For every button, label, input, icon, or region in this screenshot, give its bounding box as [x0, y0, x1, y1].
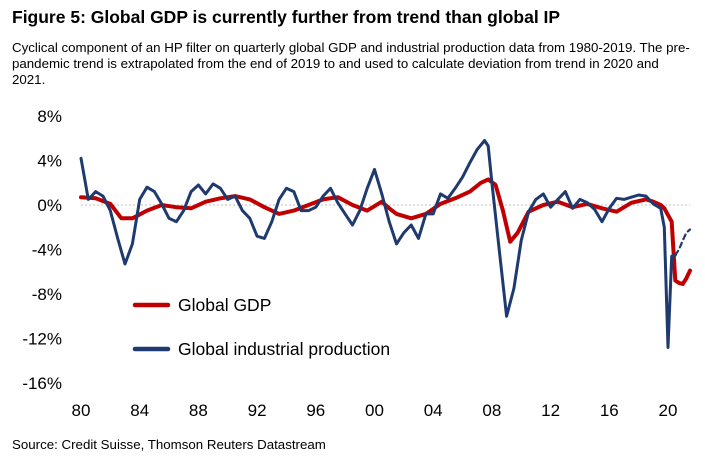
legend-gdp-label: Global GDP	[178, 295, 271, 315]
legend: Global GDP Global industrial production	[132, 295, 390, 359]
x-tick-label: 00	[365, 401, 384, 420]
x-tick-label: 92	[248, 401, 267, 420]
x-tick-label: 96	[306, 401, 325, 420]
y-tick-label: 0%	[37, 196, 62, 215]
x-tick-label: 12	[541, 401, 560, 420]
series-gdp-line	[79, 177, 667, 244]
y-axis: 8% 4% 0% -4% -8% -12% -16%	[22, 107, 62, 393]
x-axis: 80 84 88 92 96 00 04 08 12 16 20	[72, 401, 678, 420]
series-ip-line	[79, 139, 677, 349]
x-tick-label: 08	[482, 401, 501, 420]
y-tick-label: 8%	[37, 107, 62, 126]
legend-ip-label: Global industrial production	[178, 339, 390, 359]
x-tick-label: 16	[600, 401, 619, 420]
source-note: Source: Credit Suisse, Thomson Reuters D…	[12, 437, 326, 452]
series-gdp-extrapolated-line	[662, 206, 692, 286]
y-tick-label: -4%	[32, 241, 62, 260]
y-tick-label: -8%	[32, 285, 62, 304]
y-tick-label: -12%	[22, 330, 62, 349]
x-tick-label: 20	[659, 401, 678, 420]
x-tick-label: 04	[424, 401, 443, 420]
y-tick-label: 4%	[37, 152, 62, 171]
chart-subtitle: Cyclical component of an HP filter on qu…	[12, 40, 690, 87]
x-tick-label: 84	[130, 401, 149, 420]
chart-title: Figure 5: Global GDP is currently furthe…	[12, 7, 561, 27]
series-layer	[79, 139, 692, 349]
y-tick-label: -16%	[22, 374, 62, 393]
x-tick-label: 80	[72, 401, 91, 420]
series-ip-extrapolated-line	[674, 228, 692, 257]
x-tick-label: 88	[189, 401, 208, 420]
